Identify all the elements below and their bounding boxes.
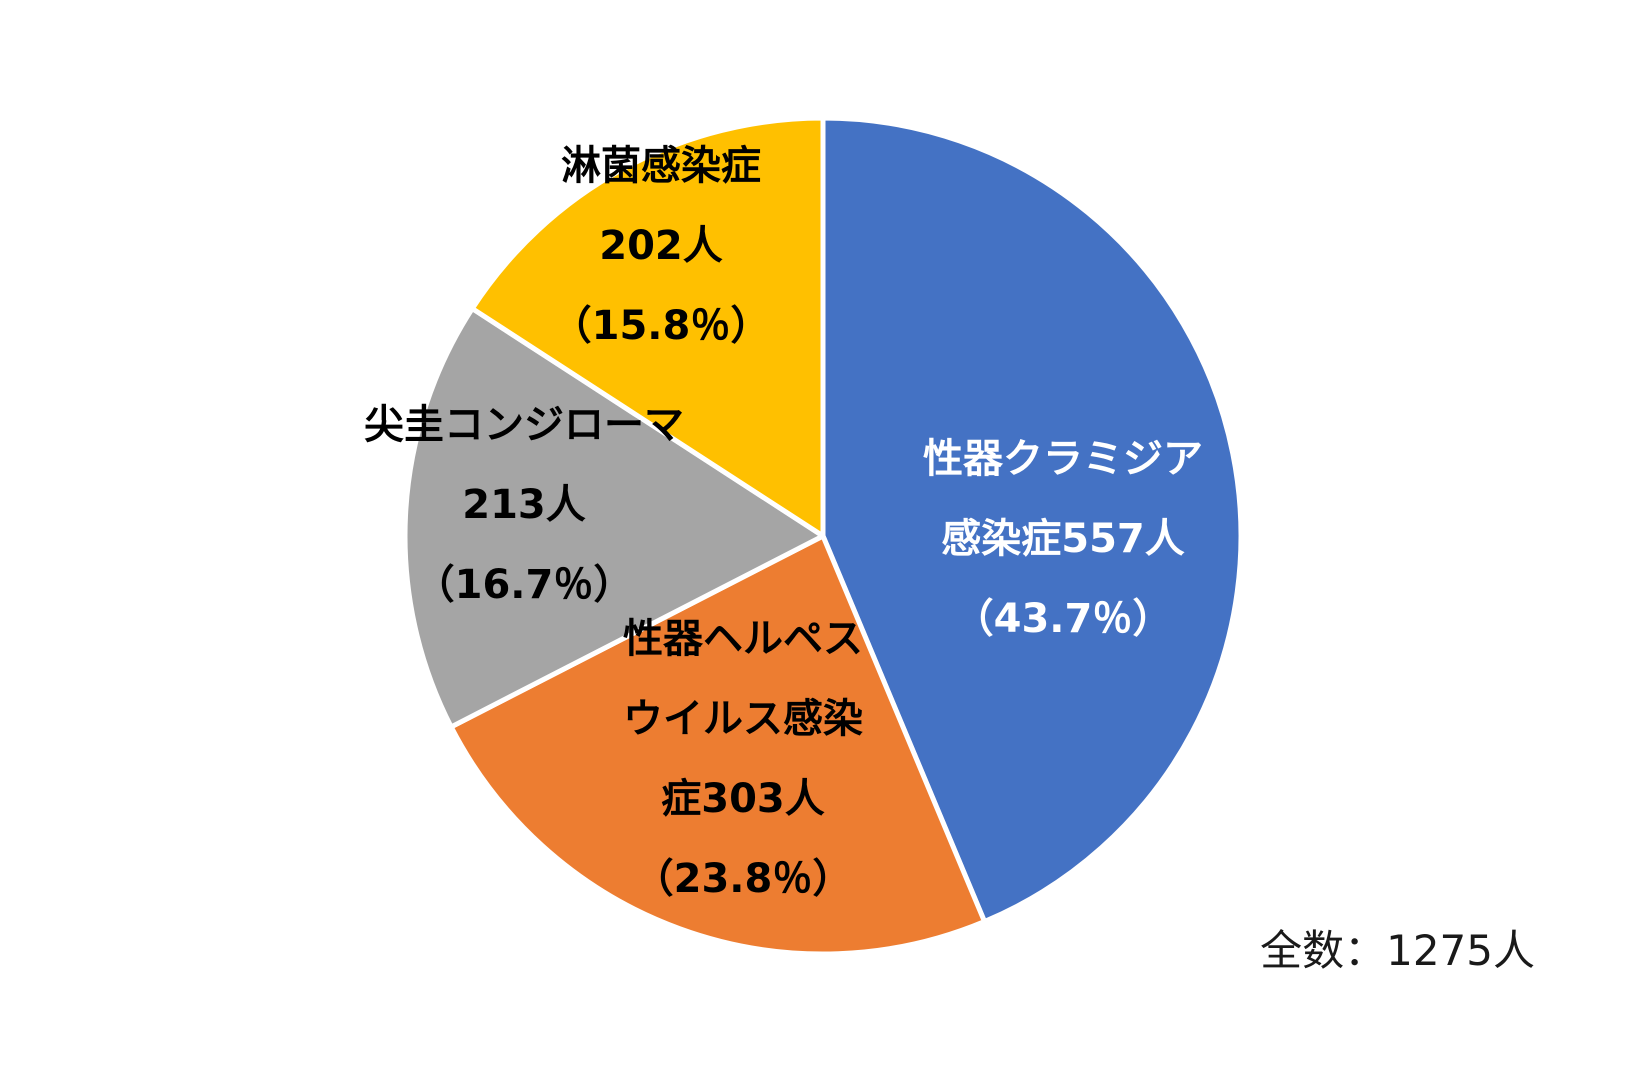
pie-slice-label-0: 性器クラミジア感染症557人 （43.7％）: [923, 436, 1203, 642]
pie-slice-label-1: 性器ヘルペスウイルス感染症303人 （23.8％）: [623, 616, 863, 902]
pie-slice-label-line: （16.7％）: [415, 562, 634, 608]
pie-slice-label-line: 性器ヘルペス: [623, 616, 863, 662]
pie-slice-label-line: 性器クラミジア: [923, 436, 1203, 482]
pie-slice-0: [820, 115, 1244, 925]
pie-slice-label-2: 尖圭コンジローマ 213人 （16.7％）: [364, 402, 684, 608]
pie-slice-label-line: （15.8％）: [552, 303, 771, 349]
pie-slice-label-line: （43.7％）: [954, 596, 1173, 642]
pie-slice-label-line: 213人: [462, 482, 586, 528]
pie-labels: 性器クラミジア感染症557人 （43.7％） 性器ヘルペスウイルス感染症303人 （2…: [364, 143, 1203, 902]
pie-slice-label-line: 尖圭コンジローマ: [364, 402, 684, 448]
pie-slice-label-line: （23.8％）: [634, 856, 853, 902]
pie-slice-label-line: 淋菌感染症: [561, 143, 761, 189]
pie-slice-1: [448, 533, 988, 957]
pie-slice-label-line: 症303人: [661, 776, 825, 822]
total-count-label: 全数：1275人: [1260, 926, 1535, 975]
pie-slice-label-line: 感染症557人: [941, 516, 1185, 562]
pie-slice-label-3: 淋菌感染症 202人 （15.8％）: [552, 143, 771, 349]
pie-slice-label-line: ウイルス感染: [623, 696, 863, 742]
pie-slice-3: [469, 115, 826, 539]
pie-slice-label-line: 202人: [599, 223, 723, 269]
pie-slices: [402, 115, 1244, 957]
pie-slice-2: [402, 306, 826, 730]
